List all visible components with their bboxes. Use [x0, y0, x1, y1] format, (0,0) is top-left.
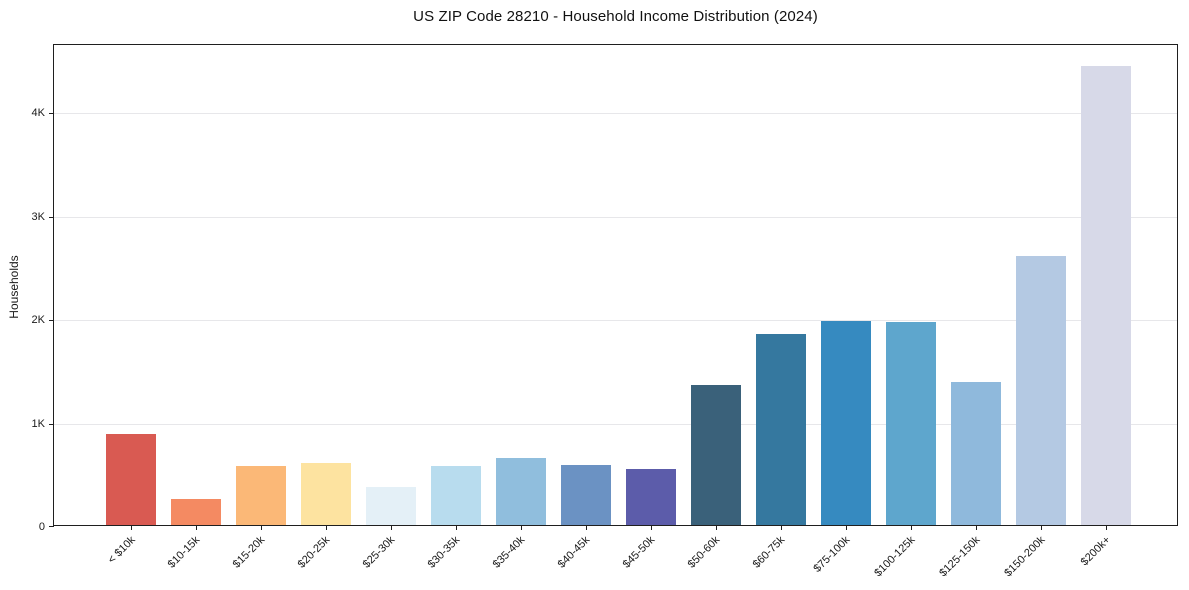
bar: [886, 321, 936, 525]
x-tick-mark: [586, 525, 587, 530]
x-tick-mark: [1041, 525, 1042, 530]
x-tick-mark: [196, 525, 197, 530]
bar: [106, 433, 156, 525]
x-tick-mark: [521, 525, 522, 530]
bar: [301, 462, 351, 525]
plot-area: 0 1K 2K 3K 4K < $10k $10-15k $15-20k $20-25k $25-…: [32, 44, 1178, 579]
x-tick-label: $25-30k: [360, 534, 398, 571]
x-tick-mark: [781, 525, 782, 530]
x-tick-label: $200k+: [1078, 534, 1113, 569]
bar: [756, 334, 806, 525]
x-tick-mark: [391, 525, 392, 530]
y-tick-label: 0: [38, 521, 45, 533]
bar: [561, 464, 611, 525]
y-tick-mark: [49, 216, 54, 218]
x-tick-label: $15-20k: [230, 534, 268, 571]
x-tick-label: $10-15k: [165, 534, 203, 571]
x-tick-label: $75-100k: [811, 534, 853, 575]
x-tick-mark: [651, 525, 652, 530]
bar: [236, 465, 286, 525]
x-tick-label: $35-40k: [490, 534, 528, 571]
x-tick-mark: [456, 525, 457, 530]
chart-title: US ZIP Code 28210 - Household Income Dis…: [413, 8, 818, 25]
bar: [431, 465, 481, 525]
y-tick-mark: [49, 320, 54, 322]
y-tick-label: 2K: [31, 314, 45, 327]
x-tick-label: $150-200k: [1002, 534, 1048, 580]
bar: [171, 498, 221, 525]
gridline-1K: [54, 423, 1177, 425]
x-tick-label: $40-45k: [555, 534, 593, 571]
x-tick-mark: [976, 525, 977, 530]
x-tick-mark: [326, 525, 327, 530]
x-tick-mark: [131, 525, 132, 530]
y-tick-mark: [49, 113, 54, 115]
bar: [366, 486, 416, 525]
y-tick-mark: [49, 526, 54, 527]
x-tick-label: $50-60k: [685, 534, 723, 571]
x-tick-label: < $10k: [105, 534, 138, 567]
x-tick-mark: [716, 525, 717, 530]
x-tick-label: $60-75k: [750, 534, 788, 571]
x-tick-mark: [1106, 525, 1107, 530]
y-tick-mark: [49, 423, 54, 425]
x-tick-mark: [846, 525, 847, 530]
bar: [1016, 256, 1066, 525]
y-tick-label: 4K: [31, 107, 45, 120]
bar: [626, 469, 676, 525]
gridline-3K: [54, 216, 1177, 218]
x-tick-label: $45-50k: [620, 534, 658, 571]
x-tick-label: $20-25k: [295, 534, 333, 571]
y-tick-label: 1K: [31, 417, 45, 430]
gridline-4K: [54, 113, 1177, 115]
bar: [1081, 66, 1131, 525]
x-tick-label: $100-125k: [872, 534, 918, 580]
x-tick-mark: [261, 525, 262, 530]
y-axis-label: Households: [7, 255, 21, 319]
x-tick-mark: [911, 525, 912, 530]
gridline-2K: [54, 320, 1177, 322]
bar: [821, 321, 871, 525]
x-tick-label: $30-35k: [425, 534, 463, 571]
y-tick-label: 3K: [31, 210, 45, 223]
bar: [951, 381, 1001, 525]
bar: [691, 385, 741, 525]
bar: [496, 457, 546, 525]
x-tick-label: $125-150k: [937, 534, 983, 580]
